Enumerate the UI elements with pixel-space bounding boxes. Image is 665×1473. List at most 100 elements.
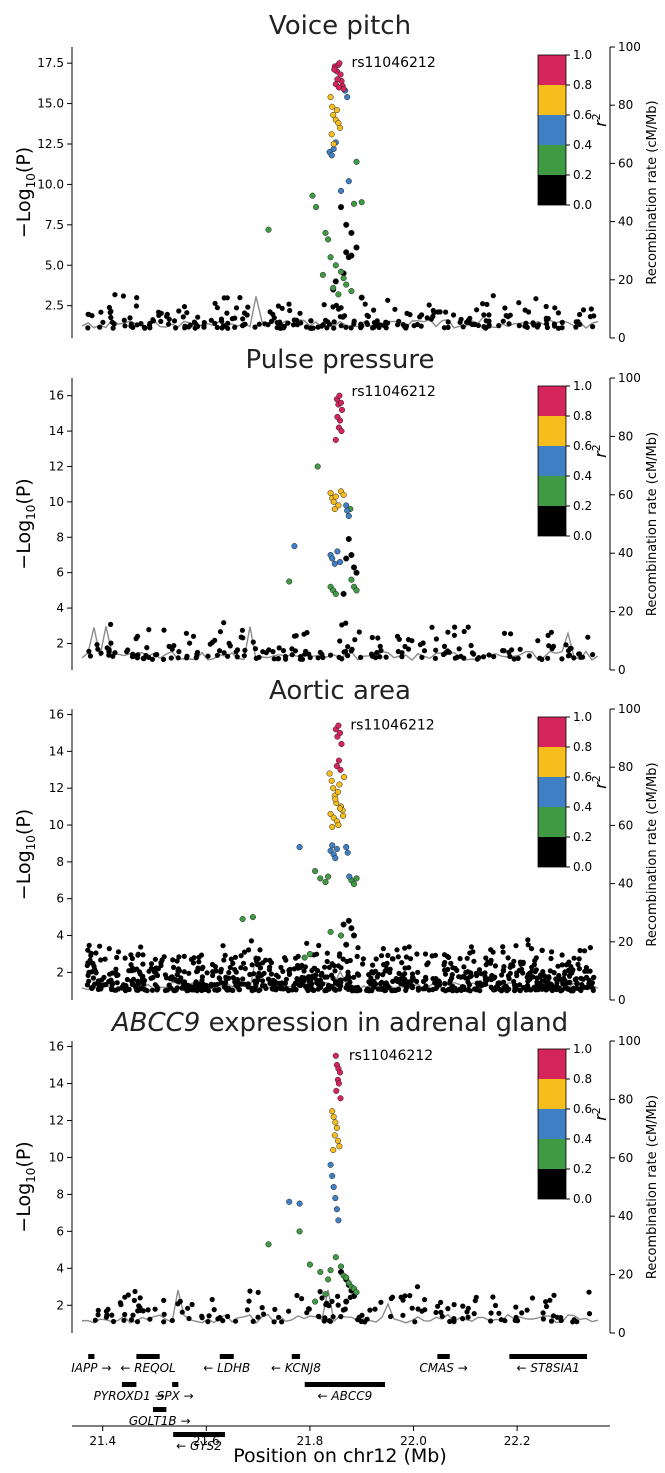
- snp-point: [485, 959, 491, 966]
- snp-point: [474, 973, 480, 979]
- snp-point: [109, 986, 115, 992]
- snp-point: [171, 318, 178, 324]
- snp-point: [383, 967, 389, 973]
- snp-point: [407, 1293, 413, 1299]
- snp-point: [127, 315, 133, 321]
- snp-point: [308, 318, 314, 324]
- snp-point: [291, 543, 298, 550]
- snp-point: [195, 314, 201, 320]
- colorbar-tick-label: 0.8: [573, 78, 592, 92]
- snp-point: [317, 649, 323, 655]
- snp-point: [270, 649, 276, 655]
- snp-point: [340, 85, 347, 93]
- snp-point: [148, 965, 154, 972]
- snp-point: [335, 821, 342, 829]
- snp-point: [295, 962, 301, 969]
- y-tick-label: 2: [56, 1298, 64, 1312]
- snp-point: [439, 1313, 445, 1319]
- snp-point: [579, 984, 585, 990]
- right-axis-label: Recombination rate (cM/Mb): [645, 1095, 660, 1279]
- snp-point: [360, 956, 366, 962]
- snp-point: [451, 1316, 457, 1322]
- snp-point: [221, 650, 227, 656]
- background-points: [85, 292, 597, 331]
- snp-point: [250, 639, 256, 645]
- snp-point: [327, 1267, 334, 1274]
- snp-point: [337, 932, 345, 939]
- snp-point: [429, 624, 435, 630]
- snp-point: [500, 318, 506, 324]
- colorbar-tick-label: 0.2: [573, 499, 592, 513]
- snp-point: [324, 950, 330, 956]
- snp-point: [505, 955, 511, 961]
- snp-point: [437, 309, 443, 315]
- snp-point: [290, 322, 297, 328]
- snp-point: [87, 653, 93, 659]
- right-tick-label: 0: [618, 331, 626, 345]
- snp-point: [330, 111, 337, 118]
- snp-point: [350, 932, 358, 939]
- snp-point: [433, 636, 439, 642]
- snp-point: [501, 630, 508, 636]
- gene-body: [509, 1354, 588, 1359]
- snp-point: [322, 964, 328, 970]
- snp-point: [343, 502, 350, 509]
- snp-point: [343, 941, 350, 948]
- snp-point: [409, 971, 416, 977]
- snp-point: [344, 94, 351, 101]
- panel-title: ABCC9 expression in adrenal gland: [110, 1008, 568, 1038]
- right-tick-label: 20: [618, 1268, 633, 1282]
- snp-point: [345, 178, 352, 185]
- gene-arrow-left: ←: [271, 1361, 285, 1375]
- snp-point: [301, 968, 307, 974]
- snp-point: [110, 325, 116, 331]
- snp-point: [251, 971, 257, 977]
- snp-point: [100, 319, 106, 325]
- snp-point: [199, 974, 205, 980]
- snp-point: [474, 980, 480, 986]
- snp-point: [326, 986, 332, 992]
- snp-point: [92, 966, 98, 972]
- snp-point: [353, 158, 360, 165]
- snp-point: [375, 635, 381, 641]
- snp-point: [297, 310, 303, 316]
- right-tick-label: 60: [618, 1151, 633, 1165]
- snp-point: [337, 204, 345, 211]
- gene-name: CMAS: [419, 1361, 454, 1375]
- panel-title: Aortic area: [269, 676, 411, 706]
- colorbar-tick-label: 1.0: [573, 379, 592, 393]
- snp-point: [488, 947, 494, 953]
- snp-point: [451, 1302, 457, 1308]
- snp-point: [241, 310, 248, 316]
- snp-point: [327, 94, 334, 101]
- snp-point: [497, 980, 503, 986]
- x-tick-label: 22.2: [504, 1434, 531, 1448]
- snp-point: [388, 1313, 394, 1320]
- snp-point: [587, 945, 594, 951]
- snp-point: [324, 325, 330, 331]
- gene-label: ← GYS2: [176, 1439, 222, 1453]
- snp-point: [330, 304, 336, 310]
- snp-point: [513, 1304, 519, 1310]
- snp-point: [486, 652, 492, 658]
- snp-point: [535, 638, 541, 644]
- snp-point: [270, 977, 276, 983]
- snp-point: [429, 953, 435, 959]
- snp-point: [238, 965, 244, 971]
- gene-name: IAPP: [71, 1361, 98, 1375]
- r2-sup: 2: [590, 775, 603, 782]
- snp-point: [289, 652, 295, 658]
- snp-point: [332, 1254, 339, 1261]
- snp-point: [141, 986, 147, 993]
- gene-label: GOLT1B →: [129, 1414, 191, 1428]
- snp-point: [590, 987, 596, 994]
- snp-point: [486, 312, 492, 318]
- gene-abcc9: ← ABCC9: [304, 1382, 386, 1403]
- snp-point: [271, 1319, 277, 1325]
- snp-point: [534, 324, 541, 330]
- snp-point: [573, 324, 579, 330]
- snp-point: [396, 970, 402, 977]
- snp-point: [85, 325, 91, 331]
- snp-point: [85, 947, 91, 953]
- snp-point: [114, 980, 120, 986]
